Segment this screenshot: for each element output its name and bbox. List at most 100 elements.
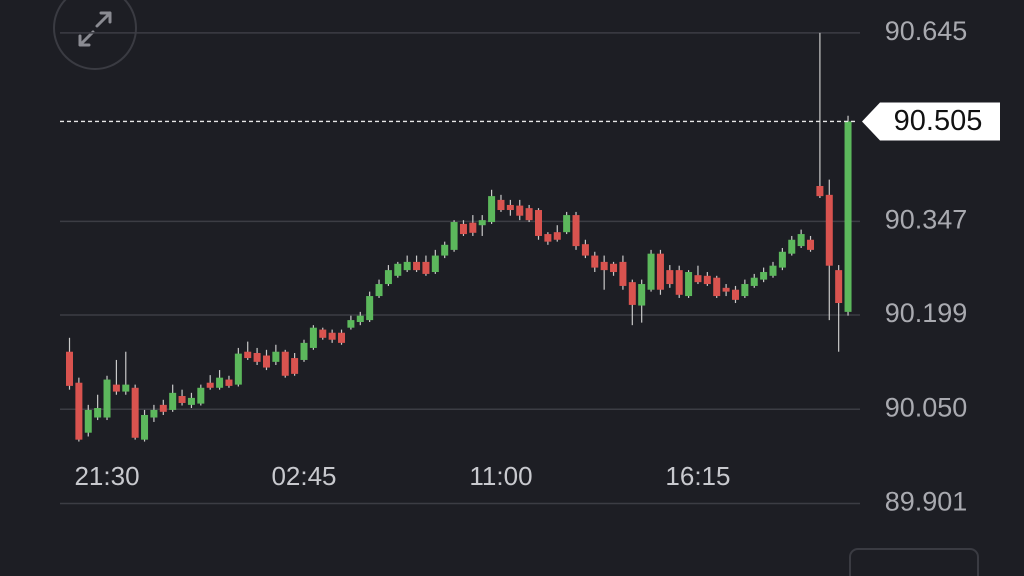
candle-body — [844, 121, 852, 312]
candle-body — [413, 261, 421, 271]
y-tick-label: 90.347 — [885, 205, 968, 235]
y-tick-label: 89.901 — [885, 487, 968, 517]
candle-body — [159, 404, 167, 412]
candle-body — [187, 397, 195, 405]
candle-body — [694, 275, 702, 283]
candle-body — [459, 223, 467, 235]
candle-body — [741, 284, 749, 297]
candle-body — [750, 277, 758, 286]
x-tick-label: 16:15 — [665, 461, 730, 491]
candle-body — [253, 352, 261, 362]
candle-body — [366, 296, 374, 321]
candle-body — [516, 205, 524, 216]
candle-body — [375, 284, 383, 297]
candle-body — [506, 204, 514, 211]
candle-body — [262, 355, 270, 368]
y-tick-label: 90.050 — [885, 392, 968, 422]
expand-button[interactable] — [53, 0, 137, 70]
candle-body — [328, 332, 336, 340]
candle-body — [816, 185, 824, 197]
candle-body — [703, 275, 711, 285]
candle-body — [647, 253, 655, 290]
candle-body — [403, 261, 411, 271]
candle-body — [769, 265, 777, 276]
candle-body — [638, 284, 646, 306]
y-tick-label: 90.199 — [885, 298, 968, 328]
candle-body — [75, 382, 83, 440]
candle-body — [731, 289, 739, 300]
candle-body — [488, 196, 496, 223]
candle-body — [760, 272, 768, 280]
candle-body — [234, 353, 242, 385]
candle-body — [591, 255, 599, 268]
candle-body — [675, 270, 683, 295]
candle-body — [338, 332, 346, 343]
candle-body — [619, 261, 627, 286]
candle-body — [441, 244, 449, 256]
current-price-label: 90.505 — [894, 105, 983, 137]
candle-body — [141, 414, 149, 440]
x-tick-label: 02:45 — [271, 461, 336, 491]
candle-body — [788, 239, 796, 254]
control-box[interactable] — [849, 548, 979, 576]
candle-body — [713, 277, 721, 297]
candle-body — [122, 384, 130, 392]
candle-body — [656, 253, 664, 290]
candle-body — [422, 261, 430, 274]
candle-body — [666, 270, 674, 285]
candle-body — [309, 327, 317, 348]
candle-body — [225, 379, 233, 386]
candle-body — [544, 234, 552, 242]
candle-body — [94, 408, 102, 418]
candle-body — [553, 232, 561, 240]
candle-body — [797, 234, 805, 247]
candle-body — [450, 222, 458, 250]
y-tick-label: 90.645 — [885, 16, 968, 46]
candle-body — [525, 208, 533, 221]
candle-body — [131, 387, 139, 438]
candle-body — [478, 220, 486, 226]
candle-body — [206, 382, 214, 388]
candle-body — [66, 351, 73, 386]
candle-body — [431, 255, 439, 273]
current-price-tag — [862, 102, 1000, 141]
candle-body — [807, 239, 815, 250]
candle-body — [150, 409, 158, 418]
candle-body — [103, 379, 111, 418]
candle-body — [112, 384, 120, 392]
candle-body — [469, 222, 477, 233]
candle-body — [825, 194, 833, 266]
candle-body — [600, 261, 608, 271]
candle-body — [244, 351, 252, 359]
candle-body — [216, 377, 224, 388]
expand-circle[interactable] — [53, 0, 137, 70]
candle-body — [610, 263, 618, 273]
candle-body — [319, 329, 327, 338]
candle-body — [300, 342, 308, 360]
candle-body — [535, 210, 542, 236]
candle-body — [347, 320, 355, 328]
expand-icon[interactable] — [78, 11, 112, 47]
candle-body — [581, 244, 589, 256]
candle-body — [178, 396, 186, 403]
candle-body — [628, 282, 636, 305]
candle-body — [835, 270, 843, 304]
x-tick-label: 21:30 — [74, 461, 139, 491]
x-tick-label: 11:00 — [469, 461, 532, 491]
candle-body — [572, 215, 580, 247]
candle-body — [84, 409, 92, 433]
candle-body — [197, 387, 205, 404]
candle-body — [685, 272, 693, 297]
candle-body — [281, 351, 289, 376]
candle-body — [722, 287, 730, 292]
candle-body — [394, 263, 402, 276]
candle-body — [272, 351, 280, 362]
candle-body — [169, 392, 177, 410]
candle-body — [778, 251, 786, 268]
candle-body — [291, 358, 299, 374]
candle-body — [497, 199, 505, 211]
candle-body — [563, 215, 571, 233]
